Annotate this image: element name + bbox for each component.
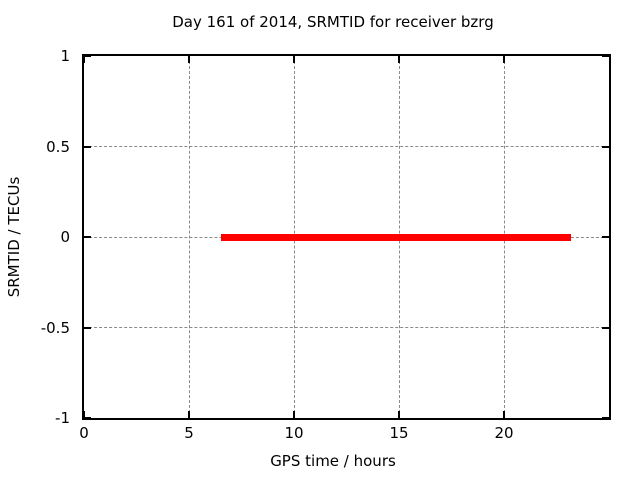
x-tick-mark-top	[398, 56, 400, 63]
x-tick-mark-bottom	[293, 411, 295, 418]
x-tick-mark-top	[503, 56, 505, 63]
x-tick-mark-bottom	[398, 411, 400, 418]
y-tick-mark-left	[84, 145, 91, 148]
x-tick-mark-bottom	[188, 411, 190, 418]
x-tick-label: 20	[494, 424, 514, 442]
chart-title: Day 161 of 2014, SRMTID for receiver bzr…	[172, 13, 494, 31]
y-tick-mark-left	[84, 55, 91, 57]
y-tick-label: -1	[55, 409, 70, 427]
y-gridline	[84, 146, 609, 147]
y-tick-label: 0.5	[46, 137, 70, 156]
tick-marks-layer	[83, 55, 609, 419]
x-tick-mark-top	[188, 56, 190, 63]
y-tick-mark-right	[602, 145, 609, 148]
y-gridline	[84, 327, 609, 328]
x-tick-label: 5	[184, 424, 194, 442]
x-tick-mark-bottom	[83, 411, 85, 418]
y-tick-mark-right	[602, 55, 609, 57]
x-tick-mark-top	[83, 56, 85, 63]
y-tick-mark-right	[602, 326, 609, 329]
x-tick-label: 10	[284, 424, 304, 442]
x-tick-label: 15	[389, 424, 409, 442]
plot-area	[82, 54, 611, 420]
y-tick-mark-left	[84, 417, 91, 419]
x-axis-label: GPS time / hours	[270, 452, 396, 470]
y-tick-mark-left	[84, 236, 91, 238]
y-tick-label: 1	[60, 47, 70, 65]
data-series-srmtid	[220, 233, 572, 241]
x-tick-mark-bottom	[503, 411, 505, 418]
y-tick-label: -0.5	[40, 318, 70, 337]
x-tick-label: 0	[79, 424, 89, 442]
y-tick-label: 0	[60, 228, 70, 246]
y-tick-mark-right	[602, 236, 609, 238]
x-tick-mark-top	[293, 56, 295, 63]
series-layer	[84, 56, 609, 418]
y-tick-mark-right	[602, 417, 609, 419]
y-tick-mark-left	[84, 326, 91, 329]
